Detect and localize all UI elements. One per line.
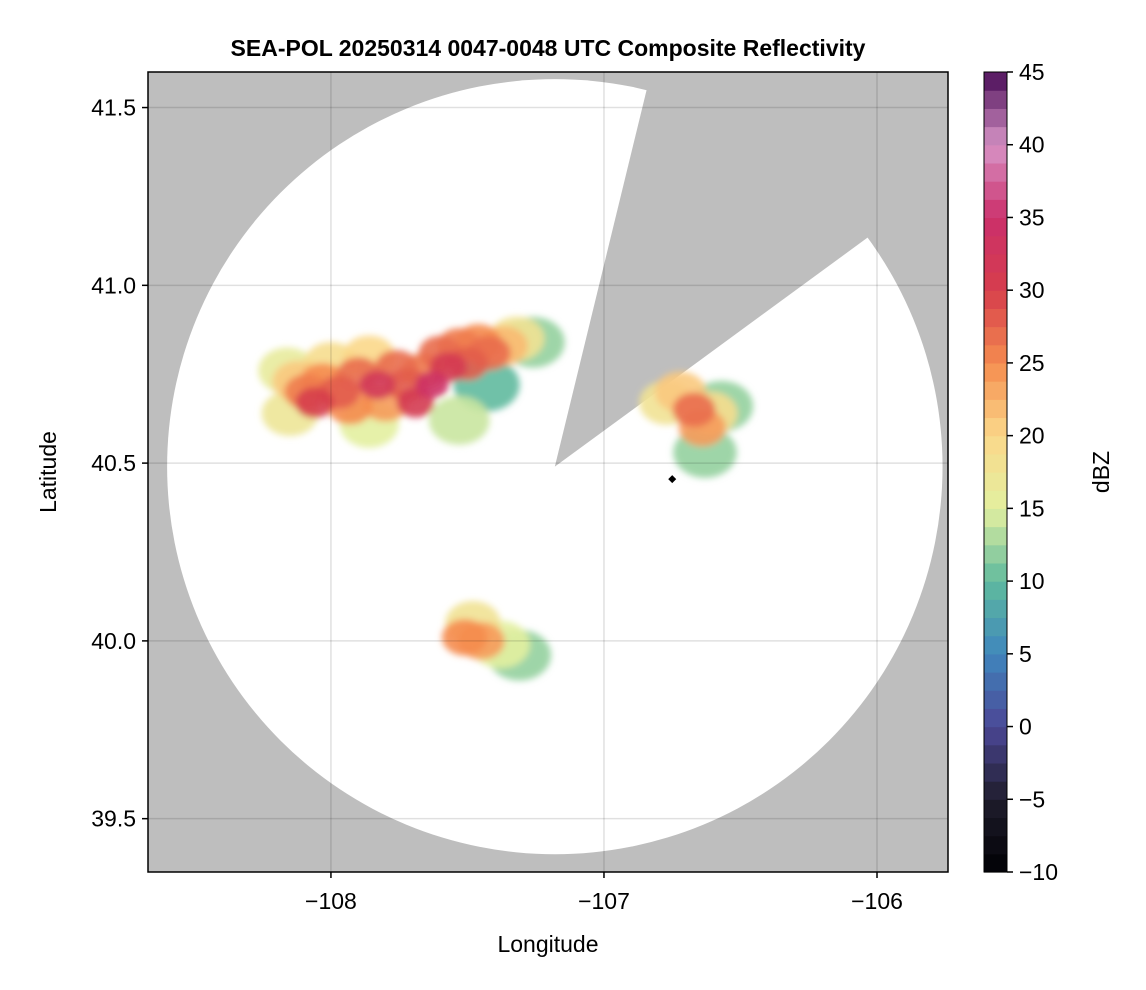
colorbar-tick-label: 15 [1019, 495, 1045, 521]
colorbar-bin [984, 235, 1007, 255]
y-axis: 39.5 40.0 40.5 41.0 41.5 [91, 95, 148, 832]
colorbar-tick-label: 45 [1019, 59, 1045, 85]
colorbar-label: dBZ [1088, 451, 1114, 493]
colorbar-bin [984, 126, 1007, 146]
colorbar-bin [984, 544, 1007, 564]
blocked-sector [554, 72, 948, 467]
grid-lines [148, 72, 948, 872]
colorbar-tick-label: 0 [1019, 714, 1032, 740]
y-tick-label: 40.5 [91, 450, 136, 476]
colorbar-bin [984, 581, 1007, 600]
colorbar-bin [984, 344, 1007, 364]
colorbar-bin [984, 453, 1007, 473]
colorbar-bin [984, 144, 1007, 164]
colorbar-bin [984, 90, 1007, 109]
colorbar-bin [984, 162, 1007, 182]
echo-layer [258, 316, 754, 681]
colorbar-bin [984, 690, 1007, 709]
colorbar-bin [984, 490, 1007, 509]
site-marker [668, 475, 677, 484]
echo-cell [295, 387, 334, 419]
colorbar-bin [984, 526, 1007, 546]
echo-cell [672, 392, 716, 427]
colorbar-bin [984, 762, 1007, 782]
y-axis-label: Latitude [35, 431, 61, 513]
colorbar-frame [983, 71, 1008, 873]
y-tick-label: 41.0 [91, 272, 136, 298]
colorbar-bin [984, 181, 1007, 200]
y-tick-label: 39.5 [91, 806, 136, 832]
colorbar-bin [984, 726, 1007, 746]
colorbar-bin [984, 635, 1007, 655]
radar-coverage [167, 72, 948, 855]
colorbar-bin [984, 853, 1007, 873]
colorbar-bin [984, 272, 1007, 291]
colorbar-tick-label: 30 [1019, 277, 1045, 303]
colorbar: −10 −5 0 5 10 15 20 25 30 35 40 45 [983, 59, 1058, 885]
colorbar-bin [984, 417, 1007, 437]
colorbar-bin [984, 326, 1007, 346]
colorbar-tick-label: −10 [1019, 859, 1058, 885]
echo-group-1 [639, 371, 754, 478]
site-marker-layer [668, 475, 677, 484]
colorbar-bin [984, 835, 1007, 855]
colorbar-tick-label: 5 [1019, 641, 1032, 667]
colorbar-tick-label: 10 [1019, 568, 1045, 594]
colorbar-bin [984, 472, 1007, 491]
colorbar-tick-label: 25 [1019, 350, 1045, 376]
colorbar-bin [984, 108, 1007, 128]
colorbar-bin [984, 599, 1007, 619]
y-tick-label: 40.0 [91, 628, 136, 654]
echo-cell [428, 396, 490, 445]
y-tick-label: 41.5 [91, 95, 136, 121]
colorbar-bin [984, 708, 1007, 728]
colorbar-tick-label: 20 [1019, 423, 1045, 449]
colorbar-bin [984, 381, 1007, 400]
x-axis: −108 −107 −106 [305, 872, 903, 914]
x-axis-label: Longitude [497, 931, 598, 957]
colorbar-bin [984, 817, 1007, 837]
echo-cell [359, 370, 396, 400]
x-tick-label: −107 [578, 888, 630, 914]
colorbar-bin [984, 362, 1007, 382]
chart-title: SEA-POL 20250314 0047-0048 UTC Composite… [230, 35, 866, 61]
colorbar-bin [984, 744, 1007, 764]
echo-cell [415, 371, 449, 399]
colorbar-bin [984, 781, 1007, 800]
colorbar-bin [984, 562, 1007, 582]
colorbar-bin [984, 290, 1007, 309]
colorbar-bin [984, 308, 1007, 328]
colorbar-tick-label: −5 [1019, 786, 1045, 812]
colorbar-bin [984, 672, 1007, 691]
echo-group-2 [441, 601, 552, 681]
colorbar-bin [984, 399, 1007, 419]
x-tick-label: −108 [305, 888, 357, 914]
colorbar-bin [984, 72, 1007, 91]
plot-frame [147, 71, 949, 873]
echo-cell [441, 619, 488, 656]
colorbar-tick-label: 40 [1019, 132, 1045, 158]
colorbar-bin [984, 253, 1007, 273]
colorbar-bin [984, 508, 1007, 528]
colorbar-bin [984, 199, 1007, 219]
colorbar-bin [984, 799, 1007, 819]
x-tick-label: −106 [851, 888, 903, 914]
colorbar-bin [984, 617, 1007, 637]
echo-group-0 [258, 316, 565, 448]
colorbar-bin [984, 217, 1007, 237]
colorbar-bin [984, 653, 1007, 673]
colorbar-bin [984, 435, 1007, 455]
colorbar-tick-label: 35 [1019, 204, 1045, 230]
